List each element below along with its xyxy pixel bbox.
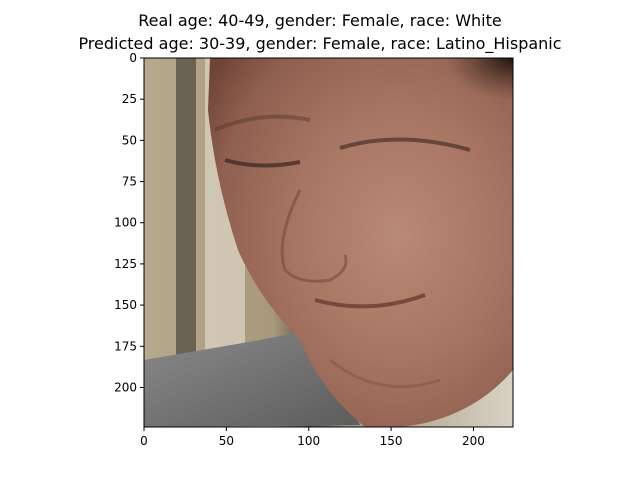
title-line-real: Real age: 40-49, gender: Female, race: W… (138, 11, 502, 30)
x-tick-label: 50 (219, 434, 234, 448)
y-tick-label: 150 (114, 298, 137, 312)
x-tick-label: 150 (380, 434, 403, 448)
y-tick-label: 50 (122, 133, 137, 147)
y-tick-label: 25 (122, 92, 137, 106)
y-tick-label: 200 (114, 380, 137, 394)
y-axis: 0 25 50 75 100 125 150 175 200 (114, 51, 144, 394)
x-tick-label: 200 (462, 434, 485, 448)
y-tick-label: 125 (114, 257, 137, 271)
y-tick-label: 75 (122, 175, 137, 189)
y-tick-label: 175 (114, 339, 137, 353)
x-tick-label: 0 (140, 434, 148, 448)
x-tick-label: 100 (297, 434, 320, 448)
y-tick-label: 0 (129, 51, 137, 65)
photo-image (144, 58, 513, 427)
x-axis: 0 50 100 150 200 (140, 427, 485, 448)
axes-frame (143, 57, 514, 428)
title-line-predicted: Predicted age: 30-39, gender: Female, ra… (78, 34, 562, 53)
y-tick-label: 100 (114, 216, 137, 230)
